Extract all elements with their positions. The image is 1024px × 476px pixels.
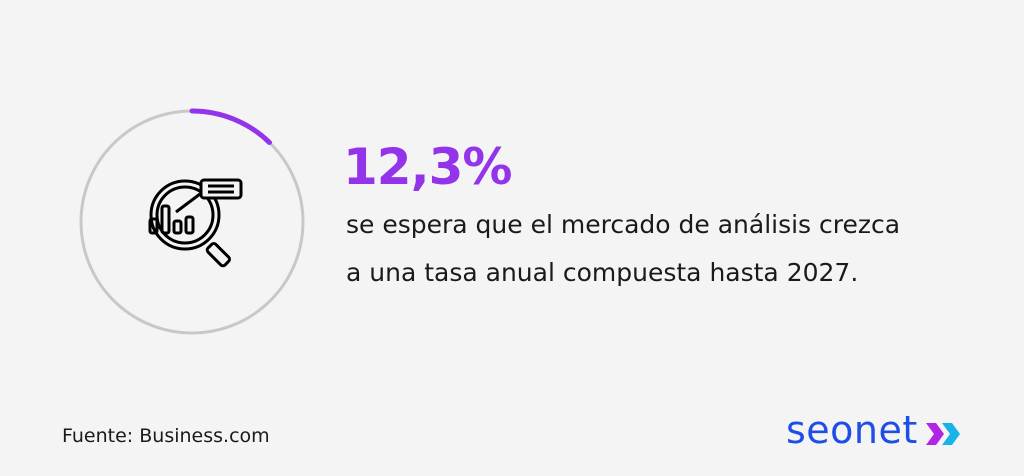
source-citation: Fuente: Business.com — [62, 425, 270, 447]
progress-ring-fill — [189, 108, 272, 146]
double-chevron-icon — [925, 423, 960, 445]
logo-text: seonet — [786, 408, 918, 452]
stat-description-line1: se espera que el mercado de análisis cre… — [346, 210, 901, 239]
progress-ring — [79, 108, 305, 335]
stat-value: 12,3% — [343, 138, 512, 196]
stat-description-line2: a una tasa anual compuesta hasta 2027. — [346, 258, 859, 287]
magnifier-chart-icon — [148, 178, 243, 268]
seonet-logo: seonet — [786, 408, 964, 452]
